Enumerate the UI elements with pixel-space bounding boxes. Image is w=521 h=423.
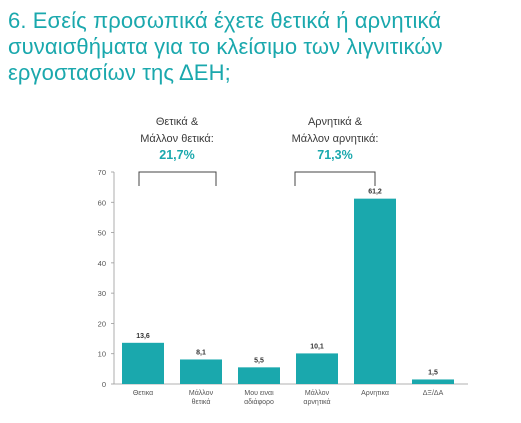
y-tick-label: 50	[98, 229, 106, 238]
group-positive-label-1: Θετικά &	[156, 116, 199, 128]
bar-value-label: 5,5	[254, 357, 264, 364]
bar-value-label: 61,2	[368, 189, 382, 196]
group-negative-label-2: Μάλλον αρνητικά:	[292, 133, 379, 145]
y-tick-label: 10	[98, 350, 106, 359]
group-negative-label-1: Αρνητικά &	[308, 116, 363, 128]
x-category-label: θετικά	[192, 398, 211, 406]
y-tick-label: 60	[98, 198, 106, 207]
bar	[180, 359, 222, 384]
x-category-label: Αρνητικα	[361, 390, 389, 397]
title-line-2: συναισθήματα για το κλείσιμο των λιγνιτι…	[8, 34, 443, 59]
bar-value-label: 8,1	[196, 349, 206, 356]
chart-title: 6. Εσείς προσωπικά έχετε θετικά ή αρνητι…	[8, 8, 513, 86]
y-tick-label: 20	[98, 319, 106, 328]
x-category-label: Μάλλον	[189, 389, 214, 397]
x-category-label: ΔΞ/ΔΑ	[423, 390, 444, 397]
bar	[296, 353, 338, 384]
title-line-3: εργοστασίων της ΔΕΗ;	[8, 60, 231, 85]
title-line-1: 6. Εσείς προσωπικά έχετε θετικά ή αρνητι…	[8, 8, 442, 33]
x-category-label: Θετικα	[133, 390, 153, 397]
y-tick-label: 40	[98, 259, 106, 268]
group-negative-percent: 71,3%	[317, 148, 352, 162]
bar-value-label: 1,5	[428, 369, 438, 376]
x-category-label: αδιάφορο	[244, 398, 274, 406]
group-negative-bracket	[294, 171, 376, 186]
bar	[238, 367, 280, 384]
bar	[412, 379, 454, 384]
bar-value-label: 10,1	[310, 343, 324, 350]
y-tick-label: 70	[98, 168, 106, 177]
group-positive-percent: 21,7%	[159, 148, 194, 162]
x-category-label: αρνητικά	[303, 398, 330, 406]
group-positive-label-2: Μάλλον θετικά:	[140, 133, 214, 145]
x-category-label: Μου ειναι	[244, 390, 274, 397]
bar	[122, 342, 164, 384]
x-category-label: Μάλλον	[305, 389, 330, 397]
y-tick-label: 0	[102, 380, 106, 389]
y-tick-label: 30	[98, 289, 106, 298]
group-positive-bracket	[138, 171, 217, 186]
bar	[354, 198, 396, 384]
bar-value-label: 13,6	[136, 333, 150, 340]
